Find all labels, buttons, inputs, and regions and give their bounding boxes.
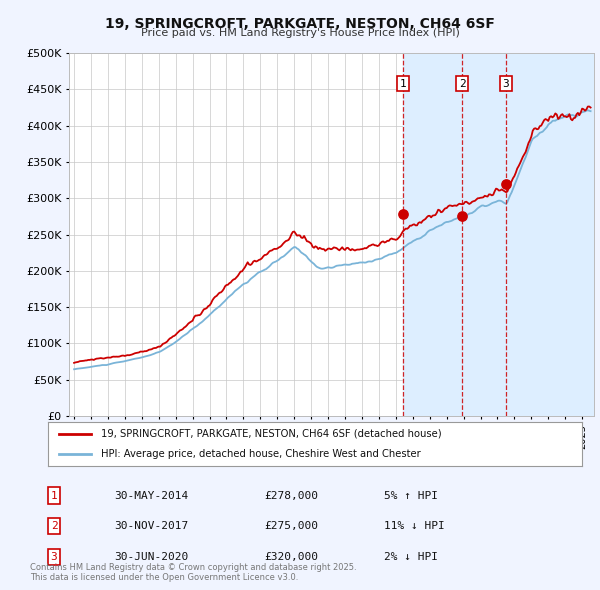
- Text: 1: 1: [50, 491, 58, 500]
- Point: [398, 209, 407, 219]
- Text: 11% ↓ HPI: 11% ↓ HPI: [384, 522, 445, 531]
- Text: 30-NOV-2017: 30-NOV-2017: [114, 522, 188, 531]
- Text: 1: 1: [400, 78, 406, 88]
- Text: HPI: Average price, detached house, Cheshire West and Chester: HPI: Average price, detached house, Ches…: [101, 449, 421, 459]
- Text: 30-MAY-2014: 30-MAY-2014: [114, 491, 188, 500]
- Text: 19, SPRINGCROFT, PARKGATE, NESTON, CH64 6SF: 19, SPRINGCROFT, PARKGATE, NESTON, CH64 …: [105, 17, 495, 31]
- Text: £278,000: £278,000: [264, 491, 318, 500]
- Text: 3: 3: [50, 552, 58, 562]
- Text: 3: 3: [503, 78, 509, 88]
- Text: £275,000: £275,000: [264, 522, 318, 531]
- Text: Contains HM Land Registry data © Crown copyright and database right 2025.
This d: Contains HM Land Registry data © Crown c…: [30, 563, 356, 582]
- Text: £320,000: £320,000: [264, 552, 318, 562]
- Text: 2% ↓ HPI: 2% ↓ HPI: [384, 552, 438, 562]
- Text: 2: 2: [458, 78, 466, 88]
- Text: 5% ↑ HPI: 5% ↑ HPI: [384, 491, 438, 500]
- Text: 2: 2: [50, 522, 58, 531]
- Bar: [403, 53, 594, 416]
- Point: [501, 179, 511, 188]
- Text: Price paid vs. HM Land Registry's House Price Index (HPI): Price paid vs. HM Land Registry's House …: [140, 28, 460, 38]
- Point: [457, 212, 467, 221]
- Text: 19, SPRINGCROFT, PARKGATE, NESTON, CH64 6SF (detached house): 19, SPRINGCROFT, PARKGATE, NESTON, CH64 …: [101, 429, 442, 439]
- Text: 30-JUN-2020: 30-JUN-2020: [114, 552, 188, 562]
